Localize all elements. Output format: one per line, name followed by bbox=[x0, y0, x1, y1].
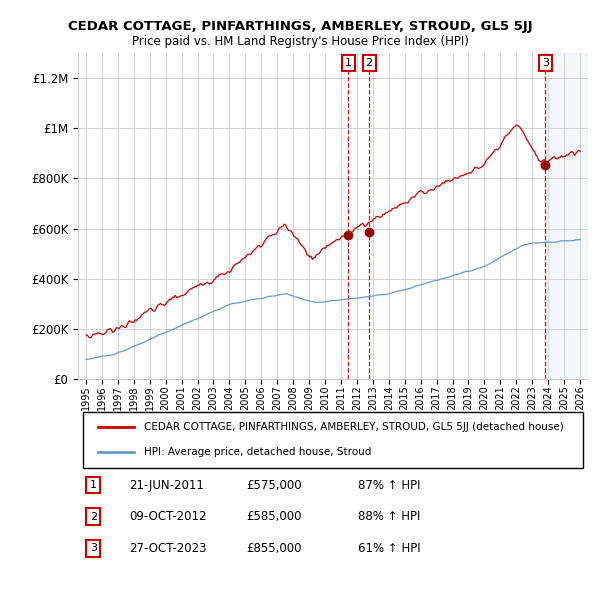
Text: 3: 3 bbox=[90, 543, 97, 553]
Text: 61% ↑ HPI: 61% ↑ HPI bbox=[359, 542, 421, 555]
Text: £855,000: £855,000 bbox=[247, 542, 302, 555]
Text: HPI: Average price, detached house, Stroud: HPI: Average price, detached house, Stro… bbox=[145, 447, 371, 457]
Text: 2: 2 bbox=[90, 512, 97, 522]
FancyBboxPatch shape bbox=[83, 412, 583, 468]
Text: £585,000: £585,000 bbox=[247, 510, 302, 523]
Text: 87% ↑ HPI: 87% ↑ HPI bbox=[359, 478, 421, 491]
Text: 09-OCT-2012: 09-OCT-2012 bbox=[129, 510, 206, 523]
Text: 2: 2 bbox=[365, 58, 373, 68]
Text: Price paid vs. HM Land Registry's House Price Index (HPI): Price paid vs. HM Land Registry's House … bbox=[131, 35, 469, 48]
Text: 27-OCT-2023: 27-OCT-2023 bbox=[129, 542, 206, 555]
Text: CEDAR COTTAGE, PINFARTHINGS, AMBERLEY, STROUD, GL5 5JJ (detached house): CEDAR COTTAGE, PINFARTHINGS, AMBERLEY, S… bbox=[145, 422, 564, 432]
Text: 21-JUN-2011: 21-JUN-2011 bbox=[129, 478, 204, 491]
Bar bbox=[545, 53, 588, 379]
Text: 88% ↑ HPI: 88% ↑ HPI bbox=[359, 510, 421, 523]
Text: 1: 1 bbox=[90, 480, 97, 490]
Text: 1: 1 bbox=[345, 58, 352, 68]
Text: CEDAR COTTAGE, PINFARTHINGS, AMBERLEY, STROUD, GL5 5JJ: CEDAR COTTAGE, PINFARTHINGS, AMBERLEY, S… bbox=[68, 20, 532, 33]
Text: £575,000: £575,000 bbox=[247, 478, 302, 491]
Text: 3: 3 bbox=[542, 58, 549, 68]
